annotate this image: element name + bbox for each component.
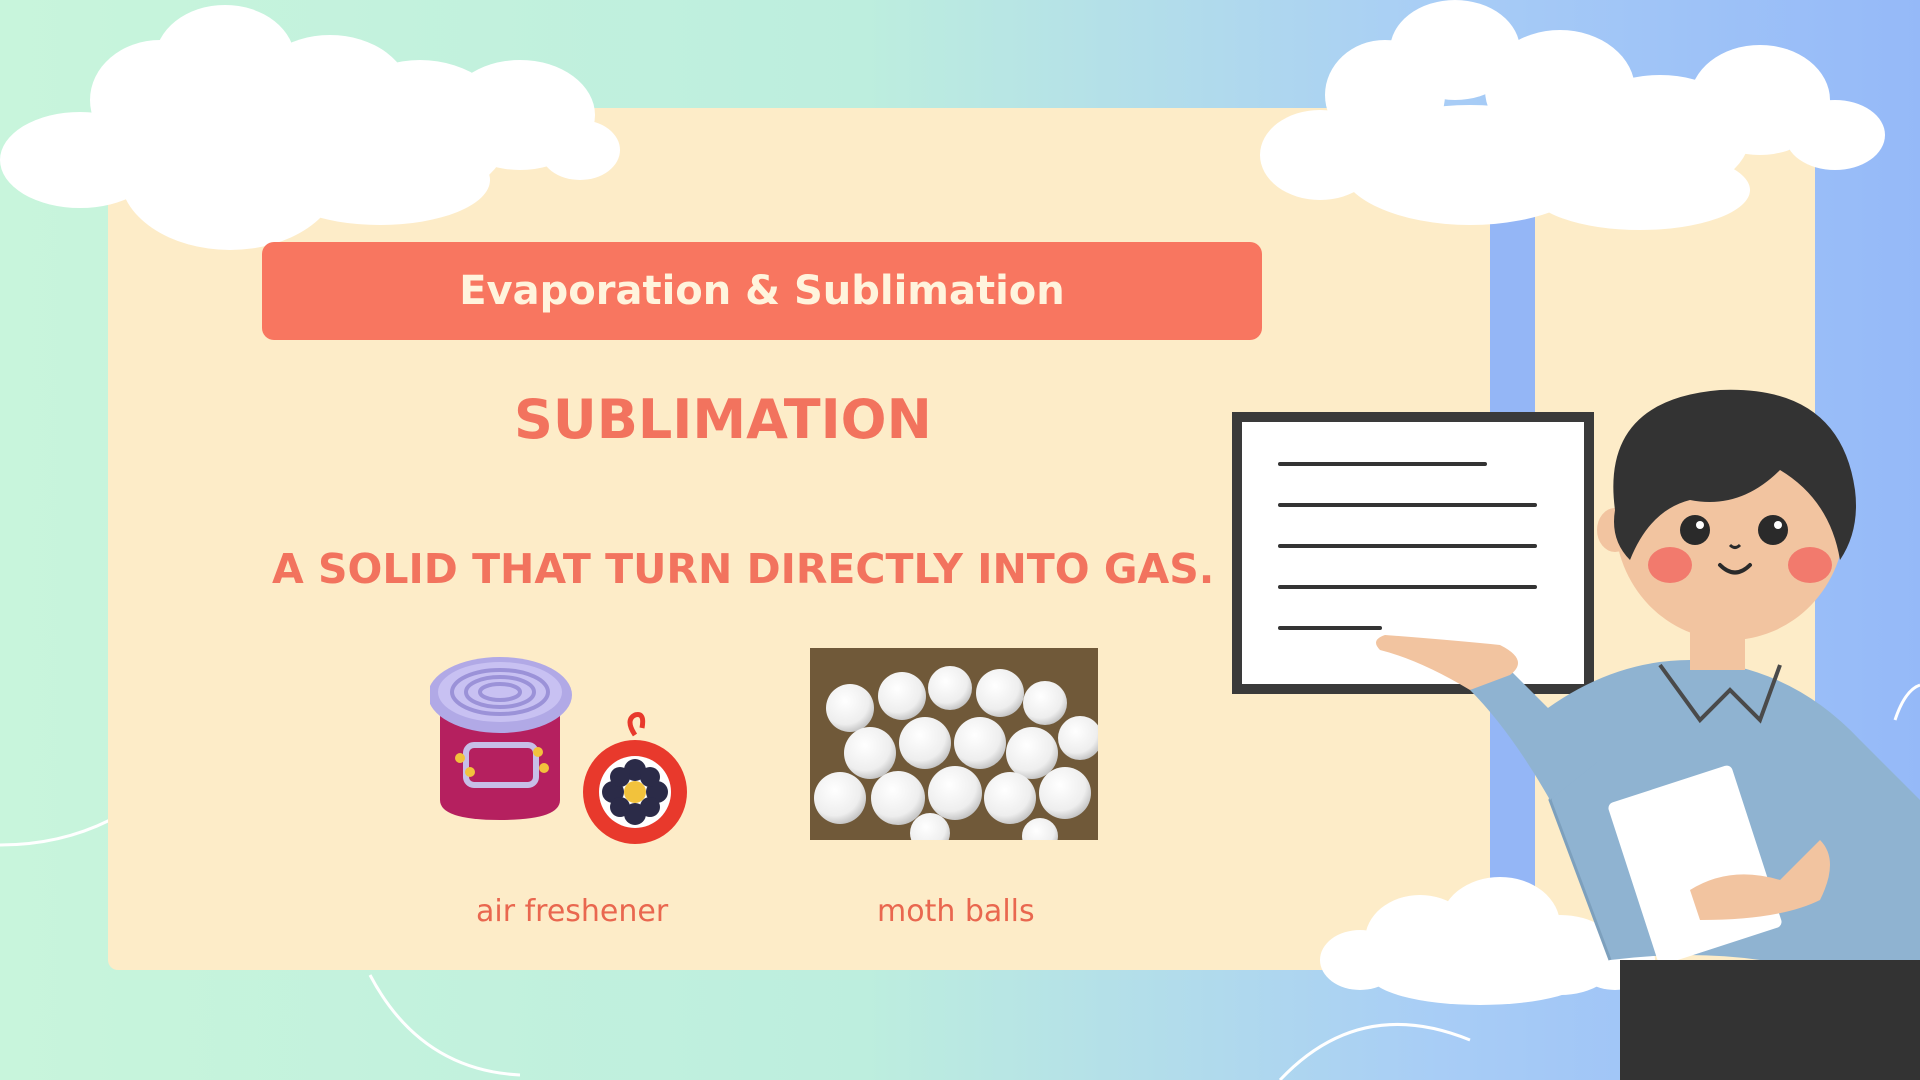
- caption-air-freshener: air freshener: [476, 894, 669, 929]
- page-title: SUBLIMATION: [514, 388, 932, 451]
- air-freshener-icon: [430, 657, 687, 844]
- cloud-bottom: [1320, 877, 1655, 1005]
- presenter-illustration: [1232, 389, 1920, 1080]
- definition-text: A SOLID THAT TURN DIRECTLY INTO GAS.: [272, 545, 1215, 593]
- moth-balls-photo: [810, 648, 1098, 840]
- cloud-top-right: [1260, 0, 1885, 230]
- title-banner: Evaporation & Sublimation: [262, 242, 1262, 340]
- caption-moth-balls: moth balls: [877, 894, 1035, 929]
- title-banner-text: Evaporation & Sublimation: [459, 268, 1065, 314]
- cloud-top-left: [0, 5, 620, 250]
